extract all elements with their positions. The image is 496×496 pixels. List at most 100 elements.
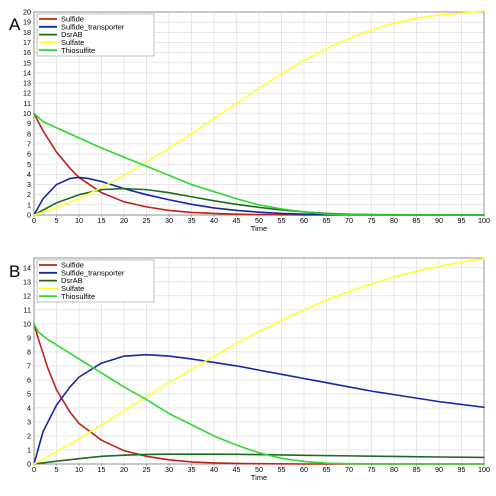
y-tick-label: 0	[27, 211, 31, 220]
x-tick-label: 80	[390, 465, 398, 474]
x-tick-label: 70	[345, 216, 353, 225]
x-tick-label: 35	[188, 216, 196, 225]
y-tick-label: 11	[24, 305, 31, 314]
x-tick-label: 85	[413, 216, 421, 225]
x-tick-label: 25	[143, 216, 151, 225]
legend-label: Sulfide	[61, 261, 84, 270]
chart-panel-b: B0 5 10 15 20 25 30 35 40 45 50 55 60 65 70 75 80 85 90 95 1…	[9, 257, 490, 482]
y-tick-label: 9	[27, 119, 31, 128]
chart-panel-a: A0 5 10 15 20 25 30 35 40 45 50 55 60 65 70 75 80 85 90 95 1…	[9, 8, 490, 234]
series-line-sulfate	[33, 10, 485, 216]
y-tick-label: 4	[27, 403, 31, 412]
y-tick-label: 20	[23, 8, 31, 17]
x-tick-label: 30	[165, 465, 173, 474]
x-tick-label: 65	[323, 465, 331, 474]
series-line-sulfate	[33, 257, 485, 465]
y-tick-label: 5	[27, 160, 31, 169]
legend-label: Thiosulfite	[61, 292, 95, 301]
y-tick-label: 14	[23, 68, 31, 77]
y-tick-label: 1	[27, 200, 31, 209]
x-tick-label: 10	[75, 465, 83, 474]
y-tick-label: 14	[23, 263, 31, 272]
x-tick-label: 15	[98, 465, 106, 474]
series-line-dsrab	[33, 453, 485, 465]
y-tick-label: 13	[23, 277, 31, 286]
x-axis-title: Time	[251, 473, 267, 482]
x-tick-label: 50	[255, 465, 263, 474]
x-tick-label: 100	[478, 465, 490, 474]
y-tick-label: 15	[23, 58, 31, 67]
y-tick-label: 6	[27, 375, 31, 384]
x-tick-label: 100	[478, 216, 490, 225]
x-tick-label: 55	[278, 216, 286, 225]
legend-label: Sulfide	[61, 15, 84, 24]
x-tick-label: 30	[165, 216, 173, 225]
y-tick-label: 10	[23, 319, 31, 328]
y-tick-label: 9	[27, 333, 31, 342]
legend-label: DsrAB	[61, 276, 83, 285]
y-tick-label: 3	[27, 417, 31, 426]
y-tick-label: 0	[27, 460, 31, 469]
x-tick-label: 75	[368, 465, 376, 474]
x-tick-label: 15	[98, 216, 106, 225]
x-tick-label: 20	[120, 216, 128, 225]
series-line-thiosulfite	[33, 112, 485, 216]
legend-label: Sulfate	[61, 38, 84, 47]
y-tick-label: 13	[23, 79, 31, 88]
x-tick-label: 50	[255, 216, 263, 225]
x-tick-label: 40	[210, 216, 218, 225]
x-tick-label: 5	[55, 465, 59, 474]
y-tick-label: 18	[23, 28, 31, 37]
x-tick-label: 70	[345, 465, 353, 474]
y-tick-label: 4	[27, 170, 31, 179]
legend: SulfideSulfide_transporterDsrABSulfateTh…	[36, 259, 155, 303]
x-tick-label: 90	[435, 216, 443, 225]
y-tick-label: 7	[27, 361, 31, 370]
x-tick-label: 95	[458, 216, 466, 225]
x-axis-title: Time	[251, 224, 267, 233]
y-tick-label: 7	[27, 139, 31, 148]
y-tick-label: 1	[27, 445, 31, 454]
x-tick-label: 45	[233, 465, 241, 474]
series-line-sulfide	[33, 323, 485, 465]
y-tick-label: 11	[24, 99, 31, 108]
x-tick-label: 35	[188, 465, 196, 474]
x-tick-label: 5	[55, 216, 59, 225]
series-line-sulfide-transporter	[33, 353, 485, 465]
y-tick-label: 3	[27, 180, 31, 189]
y-tick-label: 8	[27, 347, 31, 356]
x-tick-label: 85	[413, 465, 421, 474]
y-tick-label: 17	[23, 38, 31, 47]
y-tick-label: 5	[27, 389, 31, 398]
x-tick-label: 0	[32, 465, 36, 474]
y-tick-label: 16	[23, 48, 31, 57]
x-tick-label: 75	[368, 216, 376, 225]
x-tick-label: 90	[435, 465, 443, 474]
y-tick-label: 12	[23, 291, 31, 300]
y-tick-label: 2	[27, 190, 31, 199]
series-line-sulfide-transporter	[33, 176, 485, 216]
legend-label: Sulfide_transporter	[61, 268, 125, 277]
x-tick-label: 60	[300, 216, 308, 225]
legend: SulfideSulfide_transporterDsrABSulfateTh…	[36, 13, 155, 57]
y-tick-label: 19	[23, 18, 31, 27]
legend-label: DsrAB	[61, 30, 83, 39]
series-line-thiosulfite	[33, 323, 485, 465]
y-tick-label: 6	[27, 150, 31, 159]
x-tick-label: 20	[120, 465, 128, 474]
y-tick-label: 2	[27, 431, 31, 440]
legend-label: Sulfate	[61, 284, 84, 293]
panel-label: B	[9, 262, 20, 281]
x-tick-label: 0	[32, 216, 36, 225]
x-tick-label: 45	[233, 216, 241, 225]
y-tick-label: 8	[27, 129, 31, 138]
panel-label: A	[9, 15, 21, 34]
legend-label: Sulfide_transporter	[61, 22, 125, 31]
x-tick-label: 80	[390, 216, 398, 225]
x-tick-label: 25	[143, 465, 151, 474]
x-tick-label: 65	[323, 216, 331, 225]
legend-label: Thiosulfite	[61, 46, 95, 55]
x-tick-label: 40	[210, 465, 218, 474]
x-tick-label: 95	[458, 465, 466, 474]
